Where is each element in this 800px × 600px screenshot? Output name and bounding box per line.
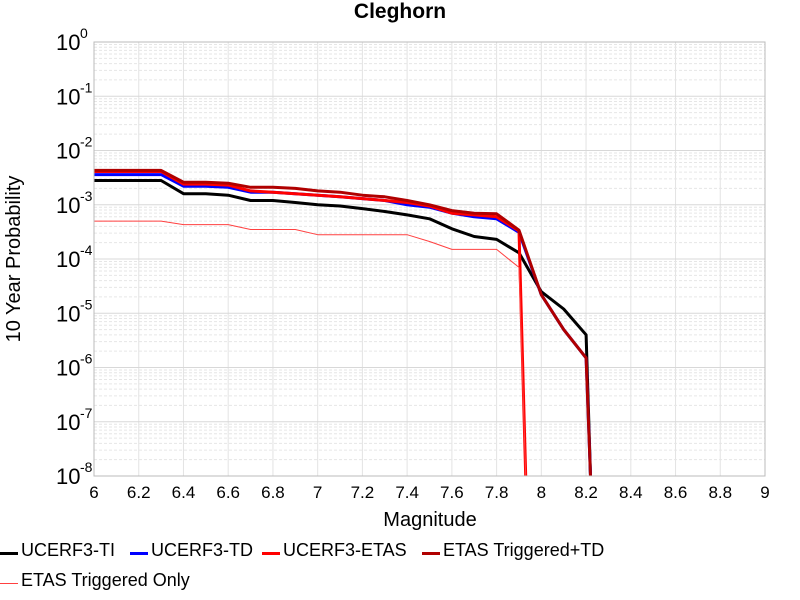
y-tick-base: 10: [56, 247, 80, 272]
y-tick-base: 10: [56, 464, 80, 489]
y-tick-exponent: -3: [80, 188, 93, 204]
axes: 6 6.2 6.4 6.6 6.8 7 7.2 7.4 7.6 7.8 8 8.2 8.4 8.6 8.8 9…: [56, 25, 770, 502]
y-tick-label: 10 -2: [56, 134, 93, 164]
legend-swatch: [0, 582, 18, 584]
y-tick-exponent: -6: [80, 351, 93, 367]
series-line-etas-triggered-td: [94, 168, 592, 476]
y-tick-label: 10 -4: [56, 242, 93, 272]
y-tick-base: 10: [56, 410, 80, 435]
y-tick-label: 10 -6: [56, 351, 93, 381]
y-tick-label: 10 -5: [56, 296, 93, 326]
x-axis-label: Magnitude: [383, 509, 476, 531]
x-tick-label: 9: [760, 483, 769, 502]
legend-label: UCERF3-ETAS: [283, 539, 407, 560]
x-tick-label: 8.8: [708, 483, 732, 502]
y-tick-base: 10: [56, 356, 80, 381]
y-tick-exponent: -1: [80, 79, 93, 95]
legend: UCERF3-TI UCERF3-TD UCERF3-ETAS ETAS Trigge…: [0, 538, 800, 598]
legend-label: UCERF3-TD: [151, 539, 253, 560]
legend-label: ETAS Triggered+TD: [443, 539, 605, 560]
legend-swatch: [0, 551, 18, 555]
y-tick-label: 10 0: [56, 25, 88, 55]
series-line-ucerf3-etas: [94, 170, 528, 476]
y-tick-base: 10: [56, 30, 80, 55]
y-tick-label: 10 -7: [56, 405, 93, 435]
x-tick-label: 7.4: [395, 483, 419, 502]
legend-swatch: [262, 551, 280, 555]
series-line-etas-triggered-only: [94, 220, 527, 476]
y-tick-exponent: 0: [80, 25, 88, 41]
legend-item: UCERF3-ETAS: [262, 538, 407, 562]
x-tick-label: 8.2: [574, 483, 598, 502]
legend-item: UCERF3-TD: [130, 538, 253, 562]
y-tick-exponent: -5: [80, 296, 93, 312]
x-tick-label: 8: [537, 483, 546, 502]
x-tick-label: 7.2: [351, 483, 375, 502]
grid: [93, 41, 766, 477]
legend-item: UCERF3-TI: [0, 538, 115, 562]
x-tick-label: 6.8: [261, 483, 285, 502]
legend-swatch: [130, 551, 148, 555]
x-tick-label: 6: [89, 483, 98, 502]
y-tick-exponent: -4: [80, 242, 93, 258]
plot-frame: [93, 41, 766, 477]
x-tick-label: 8.4: [619, 483, 643, 502]
x-tick-label: 8.6: [664, 483, 688, 502]
legend-item: ETAS Triggered+TD: [422, 538, 604, 562]
y-tick-exponent: -2: [80, 134, 93, 150]
series-layer: [94, 168, 592, 476]
x-tick-label: 7.8: [485, 483, 509, 502]
y-tick-exponent: -8: [80, 459, 93, 475]
legend-label: UCERF3-TI: [21, 539, 115, 560]
y-axis-label: 10 Year Probability: [3, 176, 25, 343]
x-tick-label: 7: [313, 483, 322, 502]
y-tick-exponent: -7: [80, 405, 93, 421]
legend-label: ETAS Triggered Only: [21, 569, 190, 590]
y-tick-base: 10: [56, 139, 80, 164]
series-line-ucerf3-ti: [94, 179, 592, 476]
y-tick-base: 10: [56, 301, 80, 326]
x-tick-label: 7.6: [440, 483, 464, 502]
legend-swatch: [422, 551, 440, 555]
y-tick-label: 10 -8: [56, 459, 93, 489]
x-tick-label: 6.6: [216, 483, 240, 502]
y-tick-label: 10 -3: [56, 188, 93, 218]
y-tick-label: 10 -1: [56, 79, 93, 109]
y-tick-base: 10: [56, 84, 80, 109]
x-tick-label: 6.4: [172, 483, 196, 502]
chart-title: Cleghorn: [354, 0, 446, 23]
legend-item: ETAS Triggered Only: [0, 568, 190, 592]
y-tick-base: 10: [56, 193, 80, 218]
x-tick-label: 6.2: [127, 483, 151, 502]
